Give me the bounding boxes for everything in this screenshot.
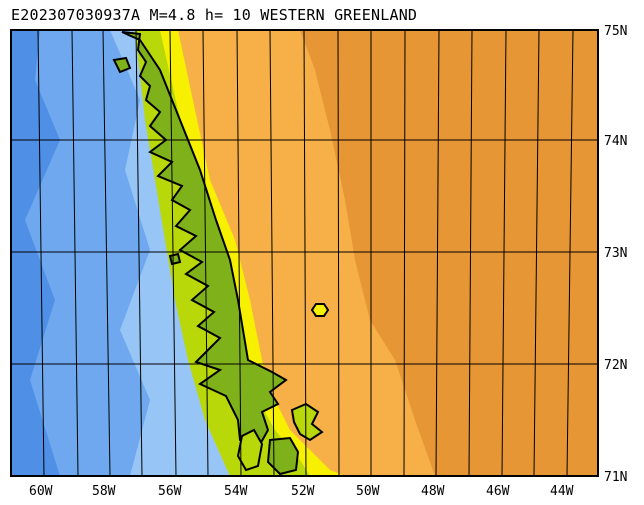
lat-label-73n: 73N	[604, 246, 627, 261]
lat-label-75n: 75N	[604, 24, 627, 39]
map-frame	[10, 29, 599, 477]
meridian-44w-b	[566, 29, 574, 477]
lon-label-46w: 46W	[486, 484, 510, 499]
meridian-48w	[403, 29, 406, 477]
meridian-52w	[269, 29, 275, 477]
lon-label-54w: 54W	[224, 484, 248, 499]
lon-label-56w: 56W	[158, 484, 182, 499]
island	[168, 252, 182, 266]
island	[236, 428, 264, 472]
meridian-44w	[533, 29, 540, 477]
meridian-54w-b	[236, 29, 242, 477]
meridian-56w-b	[169, 29, 177, 477]
fjord-land	[290, 402, 324, 442]
lon-label-52w: 52W	[291, 484, 315, 499]
graticule	[11, 29, 598, 477]
epicenter-marker	[310, 303, 330, 317]
meridian-58w	[71, 29, 79, 477]
island	[112, 56, 132, 74]
meridian-54w	[202, 29, 209, 477]
meridian-46w	[468, 29, 473, 477]
meridian-46w-b	[501, 29, 507, 477]
map-title: E202307030937A M=4.8 h= 10 WESTERN GREEN…	[11, 6, 418, 24]
meridian-52w-b	[303, 29, 307, 477]
meridian-56w	[135, 29, 143, 477]
lat-label-71n: 71N	[604, 470, 627, 485]
meridian-50w	[337, 29, 340, 477]
meridian-48w-b	[435, 29, 440, 477]
meridian-58w-b	[102, 29, 111, 477]
lat-label-74n: 74N	[604, 134, 627, 149]
land-mass	[121, 31, 288, 450]
lon-label-60w: 60W	[29, 484, 53, 499]
lon-label-58w: 58W	[92, 484, 116, 499]
lon-label-44w: 44W	[550, 484, 574, 499]
island	[266, 436, 300, 476]
lon-label-48w: 48W	[421, 484, 445, 499]
lat-label-72n: 72N	[604, 358, 627, 373]
lon-label-50w: 50W	[356, 484, 380, 499]
meridian-60w	[37, 29, 45, 477]
